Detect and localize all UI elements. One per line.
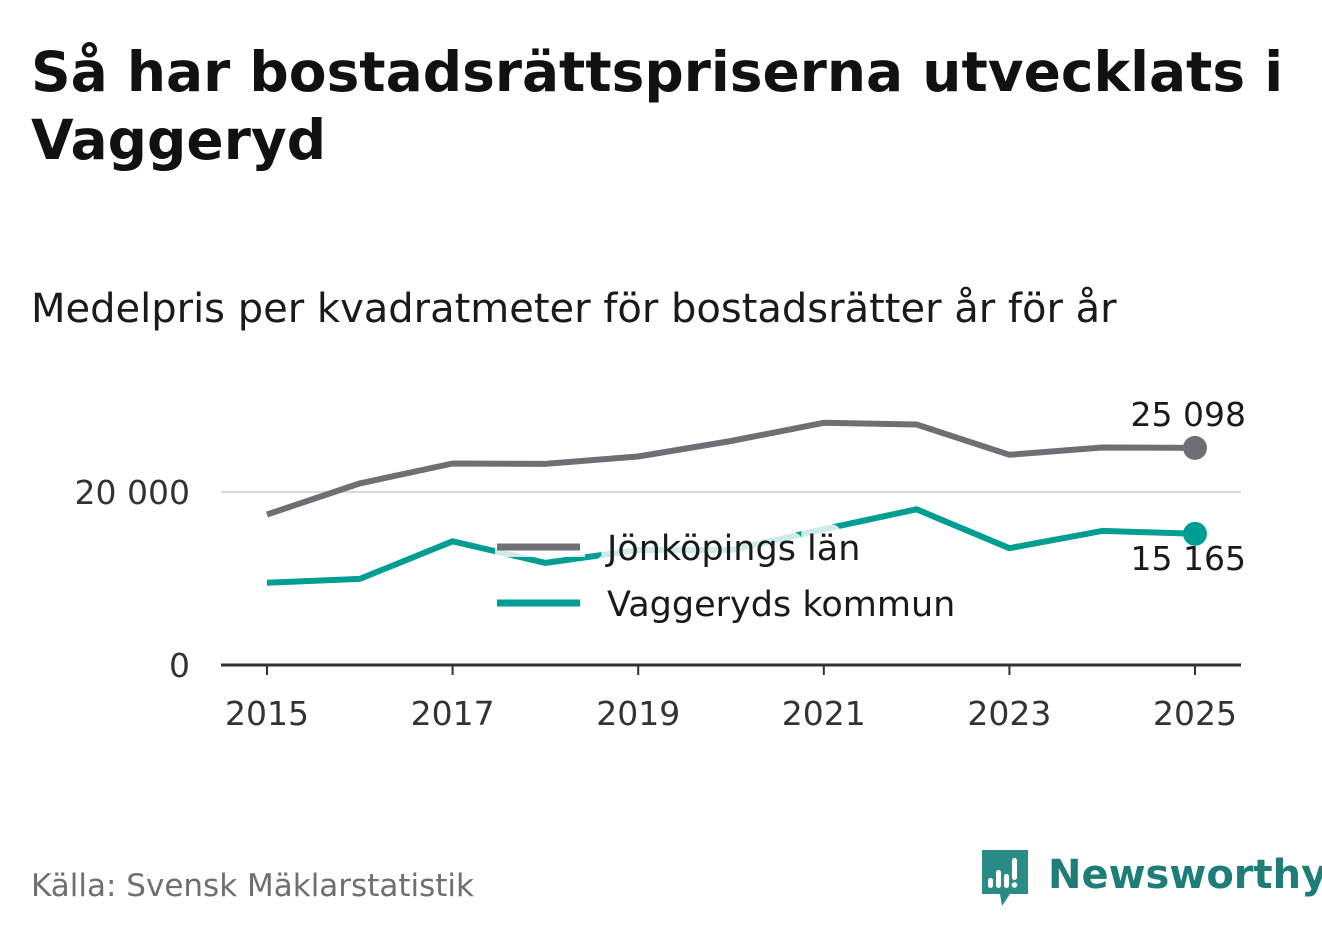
x-tick-label: 2017 xyxy=(411,694,495,733)
y-tick-label: 0 xyxy=(169,646,190,685)
y-tick-label: 20 000 xyxy=(75,473,190,512)
x-tick-label: 2021 xyxy=(782,694,866,733)
chart-title: Så har bostadsrättspriserna utvecklats i… xyxy=(31,38,1301,174)
x-tick-label: 2019 xyxy=(596,694,680,733)
x-tick-label: 2023 xyxy=(967,694,1051,733)
legend-label: Jönköpings län xyxy=(605,529,860,569)
x-tick-label: 2015 xyxy=(225,694,309,733)
source-note: Källa: Svensk Mäklarstatistik xyxy=(31,868,474,904)
brand-name: Newsworthy xyxy=(1048,852,1322,898)
newsworthy-bar-chart-icon xyxy=(980,848,1030,908)
legend-label: Vaggeryds kommun xyxy=(607,585,955,625)
end-value-label: 25 098 xyxy=(1131,395,1246,434)
end-value-label: 15 165 xyxy=(1131,539,1246,578)
series-line-jonkopings-lan xyxy=(267,423,1195,515)
series-end-point xyxy=(1183,436,1207,460)
chart-subtitle: Medelpris per kvadratmeter för bostadsrä… xyxy=(31,283,1117,335)
x-tick-label: 2025 xyxy=(1153,694,1237,733)
line-chart: 0 20 000 2015 2017 2019 2021 2023 2025 Jönköping… xyxy=(0,370,1322,750)
